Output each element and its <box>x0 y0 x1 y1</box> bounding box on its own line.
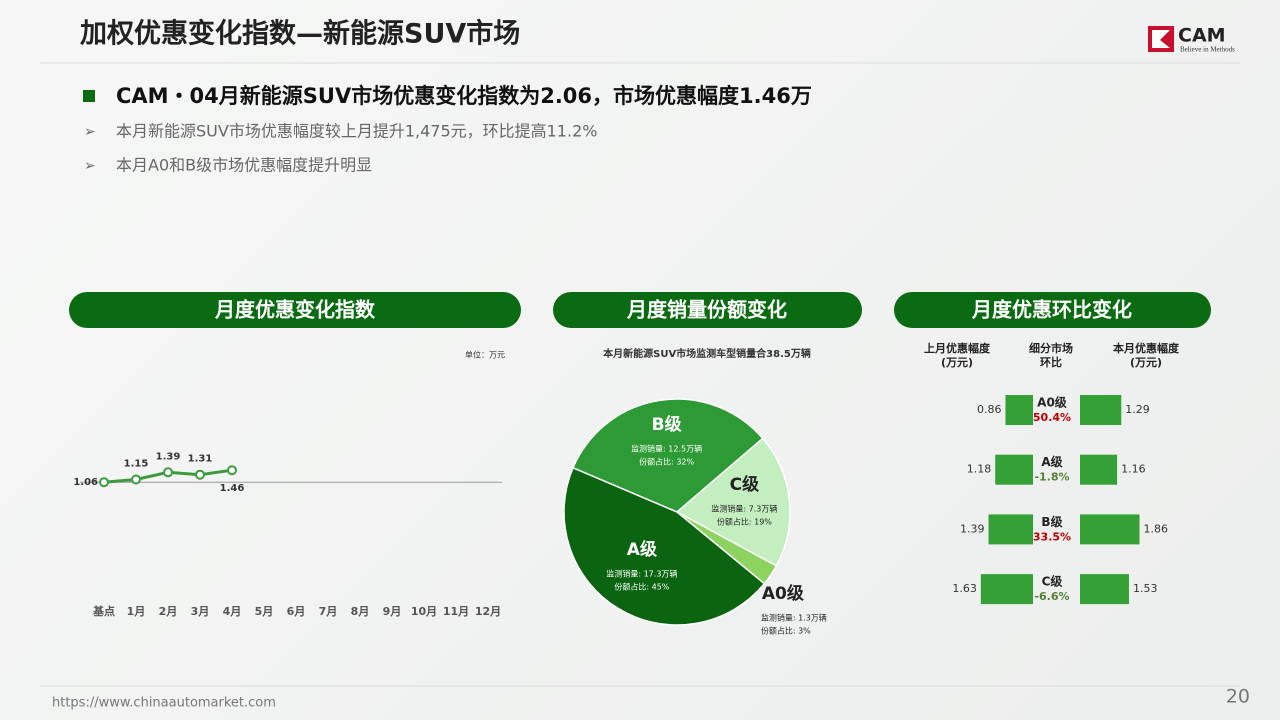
bar <box>980 574 1033 605</box>
pie-slice <box>563 466 766 626</box>
change-label: -6.6% <box>1034 590 1069 603</box>
x-tick-label: 基点 <box>92 604 115 618</box>
headline: CAM・04月新能源SUV市场优惠变化指数为2.06，市场优惠幅度1.46万 <box>116 84 812 108</box>
data-label: 1.06 <box>73 477 98 488</box>
data-label: 1.46 <box>220 483 245 494</box>
page-title: 加权优惠变化指数—新能源SUV市场 <box>80 18 520 50</box>
section-title: 月度优惠变化指数 <box>214 298 376 322</box>
slice-label: C级 <box>730 474 759 495</box>
page-number: 20 <box>1226 686 1250 708</box>
bar <box>1005 395 1033 425</box>
slice-share: 份额占比: 3% <box>761 625 811 635</box>
x-tick-label: 6月 <box>287 605 306 618</box>
change-label: 50.4% <box>1033 411 1071 424</box>
slice-sales: 监测销量: 7.3万辆 <box>711 503 777 513</box>
x-tick-label: 10月 <box>411 605 437 618</box>
value-label: 1.53 <box>1133 582 1158 595</box>
bar <box>988 514 1033 545</box>
value-label: 1.63 <box>952 582 977 595</box>
x-tick-label: 5月 <box>255 605 274 618</box>
x-tick-label: 3月 <box>191 605 210 618</box>
slice-share: 份额占比: 32% <box>639 457 694 467</box>
unit-label: 单位：万元 <box>465 350 505 360</box>
bar <box>995 454 1033 485</box>
category-label: A0级 <box>1037 395 1067 410</box>
slice-label: B级 <box>652 414 682 435</box>
section-pill <box>894 292 1211 328</box>
bullet: 本月新能源SUV市场优惠幅度较上月提升1,475元，环比提高11.2% <box>116 122 597 141</box>
column-header: 本月优惠幅度 (万元) <box>1113 342 1179 369</box>
column-header: 细分市场 环比 <box>1029 342 1073 369</box>
slice-sales: 监测销量: 17.3万辆 <box>606 569 677 579</box>
category-label: B级 <box>1041 514 1062 529</box>
point <box>195 469 205 480</box>
slice-sales: 监测销量: 1.3万辆 <box>761 612 827 622</box>
section-title: 月度销量份额变化 <box>626 298 787 322</box>
value-label: 1.18 <box>967 463 992 476</box>
pie-slice <box>571 398 764 513</box>
point <box>227 465 237 476</box>
data-label: 1.15 <box>124 459 149 470</box>
chart-subtitle: 本月新能源SUV市场监测车型销量合38.5万辆 <box>603 347 811 360</box>
x-tick-label: 4月 <box>223 605 242 618</box>
slice-label: A0级 <box>762 583 804 604</box>
logo-mark <box>1152 30 1170 48</box>
point <box>99 477 109 488</box>
pie-slice <box>675 437 791 567</box>
x-tick-label: 2月 <box>159 605 178 618</box>
data-label: 1.39 <box>156 451 181 462</box>
x-tick-label: 12月 <box>475 605 501 618</box>
slice-sales: 监测销量: 12.5万辆 <box>631 444 702 454</box>
bullet: 本月A0和B级市场优惠幅度提升明显 <box>116 156 372 175</box>
slice-share: 份额占比: 19% <box>717 516 772 526</box>
point <box>131 474 141 485</box>
headline-marker <box>83 90 95 102</box>
logo-text: CAM <box>1178 25 1226 47</box>
bullet-icon: ➢ <box>84 158 96 174</box>
value-label: 0.86 <box>977 403 1002 416</box>
x-tick-label: 8月 <box>351 605 370 618</box>
data-label: 1.31 <box>188 454 213 465</box>
bar <box>1080 514 1140 545</box>
slice-share: 份额占比: 45% <box>614 582 669 592</box>
slice-label: A级 <box>627 539 657 560</box>
value-label: 1.29 <box>1125 403 1150 416</box>
point <box>163 467 173 478</box>
category-label: A级 <box>1041 454 1062 469</box>
footer-url: https://www.chinaautomarket.com <box>52 696 276 711</box>
logo-tagline: Believe in Methods <box>1180 46 1235 54</box>
value-label: 1.16 <box>1121 463 1146 476</box>
category-label: C级 <box>1042 574 1063 589</box>
column-header: 上月优惠幅度 (万元) <box>924 342 990 369</box>
x-tick-label: 9月 <box>383 605 402 618</box>
bar <box>1080 574 1129 605</box>
section-pill <box>69 292 521 328</box>
value-label: 1.39 <box>960 522 985 535</box>
bar <box>1080 454 1118 485</box>
section-title: 月度优惠环比变化 <box>971 298 1132 322</box>
x-tick-label: 7月 <box>319 605 338 618</box>
bar <box>1080 395 1122 425</box>
change-label: 33.5% <box>1033 530 1071 543</box>
change-label: -1.8% <box>1034 471 1069 484</box>
x-tick-label: 11月 <box>443 605 469 618</box>
section-pill <box>553 292 862 328</box>
x-tick-label: 1月 <box>127 605 146 618</box>
value-label: 1.86 <box>1144 522 1169 535</box>
bullet-icon: ➢ <box>84 124 96 140</box>
